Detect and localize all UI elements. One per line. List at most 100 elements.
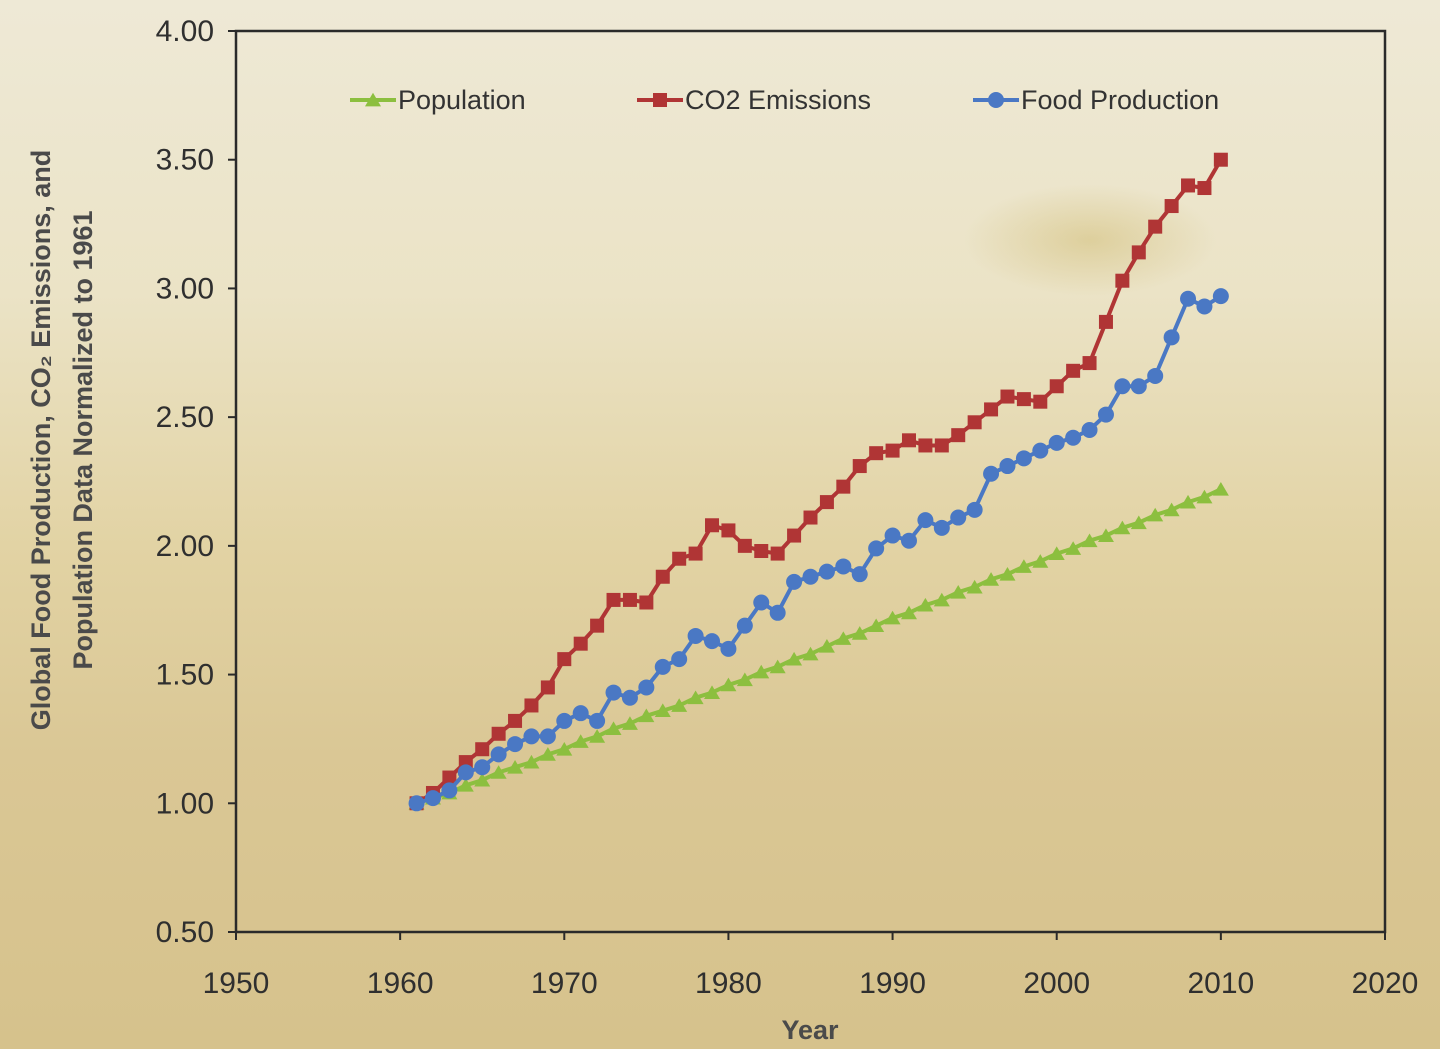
data-point-food-production — [474, 759, 491, 776]
data-point-co2-emissions — [1148, 219, 1163, 234]
data-point-population — [1147, 507, 1164, 522]
y-tick-label: 3.00 — [156, 272, 214, 305]
legend-label: CO2 Emissions — [685, 85, 871, 115]
x-axis-ticks: 1950 1960 1970 1980 1990 2000 2010 2020 — [203, 932, 1418, 1000]
data-point-food-production — [457, 764, 474, 781]
data-point-population — [572, 734, 589, 748]
data-point-food-production — [523, 728, 540, 745]
data-point-population — [621, 716, 638, 730]
data-point-food-production — [933, 519, 950, 536]
data-point-food-production — [424, 790, 441, 807]
data-point-population — [917, 597, 934, 612]
data-point-population — [1097, 528, 1114, 542]
data-point-co2-emissions — [984, 402, 999, 417]
data-point-co2-emissions — [885, 443, 900, 458]
data-point-food-production — [1065, 429, 1082, 446]
x-tick-label: 2000 — [1023, 967, 1090, 1000]
data-point-population — [1032, 554, 1049, 568]
data-point-co2-emissions — [1164, 199, 1179, 214]
data-point-co2-emissions — [737, 538, 752, 553]
data-point-food-production — [1212, 288, 1229, 305]
data-point-co2-emissions — [672, 551, 687, 566]
data-point-co2-emissions — [721, 523, 736, 538]
data-point-co2-emissions — [1115, 273, 1130, 288]
data-point-population — [474, 772, 491, 787]
data-point-co2-emissions — [852, 459, 867, 474]
data-point-co2-emissions — [1181, 178, 1196, 193]
data-point-co2-emissions — [475, 742, 490, 757]
y-tick-label: 4.00 — [156, 15, 214, 48]
data-point-co2-emissions — [1197, 181, 1212, 196]
data-point-food-production — [1032, 442, 1049, 459]
data-point-co2-emissions — [934, 438, 949, 453]
data-point-population — [507, 760, 524, 774]
legend-item-food-production: Food Production — [973, 85, 1219, 115]
data-point-food-production — [818, 563, 835, 580]
data-point-co2-emissions — [836, 479, 851, 494]
data-point-population — [638, 708, 655, 723]
legend: Population CO2 Emissions Food Production — [350, 85, 1219, 115]
data-point-co2-emissions — [508, 713, 523, 728]
data-point-population — [1081, 533, 1098, 548]
data-point-population — [589, 729, 606, 743]
data-point-food-production — [605, 684, 622, 701]
data-point-food-production — [589, 712, 606, 729]
data-point-co2-emissions — [967, 415, 982, 430]
data-point-food-production — [983, 465, 1000, 482]
data-point-population — [671, 698, 688, 712]
data-point-co2-emissions — [655, 569, 670, 584]
data-point-co2-emissions — [869, 446, 884, 461]
data-point-co2-emissions — [1000, 389, 1015, 404]
data-point-food-production — [556, 712, 573, 729]
data-point-co2-emissions — [770, 546, 785, 561]
data-point-food-production — [1114, 378, 1131, 395]
data-point-population — [933, 592, 950, 607]
data-point-food-production — [786, 573, 803, 590]
data-point-population — [802, 646, 819, 661]
data-point-co2-emissions — [606, 592, 621, 607]
legend-marker — [653, 93, 667, 107]
data-point-food-production — [1097, 406, 1114, 423]
y-tick-label: 1.00 — [156, 787, 214, 820]
x-tick-label: 1990 — [859, 967, 926, 1000]
x-axis-title: Year — [781, 1015, 839, 1045]
data-point-co2-emissions — [754, 544, 769, 559]
legend-item-population: Population — [350, 85, 526, 115]
data-point-food-production — [1163, 329, 1180, 346]
data-point-population — [1114, 520, 1131, 535]
y-tick-label: 1.50 — [156, 659, 214, 692]
data-point-co2-emissions — [1082, 356, 1097, 371]
data-point-food-production — [507, 736, 524, 753]
data-point-population — [851, 626, 868, 640]
data-point-food-production — [654, 658, 671, 675]
data-point-food-production — [1180, 290, 1197, 307]
data-point-population — [490, 765, 507, 779]
data-point-population — [736, 672, 753, 687]
data-point-food-production — [1048, 434, 1065, 451]
series-co2-emissions — [409, 152, 1228, 811]
data-point-food-production — [917, 512, 934, 529]
legend-marker — [365, 92, 381, 107]
legend-label: Food Production — [1021, 85, 1219, 115]
series-layer — [408, 152, 1229, 812]
y-axis-title-line-2: Population Data Normalized to 1961 — [68, 210, 98, 669]
data-point-co2-emissions — [590, 618, 605, 633]
data-point-food-production — [687, 627, 704, 644]
data-point-co2-emissions — [622, 592, 637, 607]
data-point-population — [818, 639, 835, 653]
data-point-population — [769, 659, 786, 674]
data-point-food-production — [490, 746, 507, 763]
data-point-food-production — [720, 640, 737, 657]
data-point-food-production — [704, 633, 721, 650]
y-tick-label: 3.50 — [156, 144, 214, 177]
data-point-population — [1212, 482, 1229, 496]
data-point-population — [687, 690, 704, 705]
legend-marker — [988, 92, 1004, 108]
data-point-food-production — [1130, 378, 1147, 395]
data-point-food-production — [900, 532, 917, 549]
data-point-co2-emissions — [442, 770, 457, 785]
data-point-population — [1065, 541, 1082, 555]
data-point-population — [900, 605, 917, 620]
